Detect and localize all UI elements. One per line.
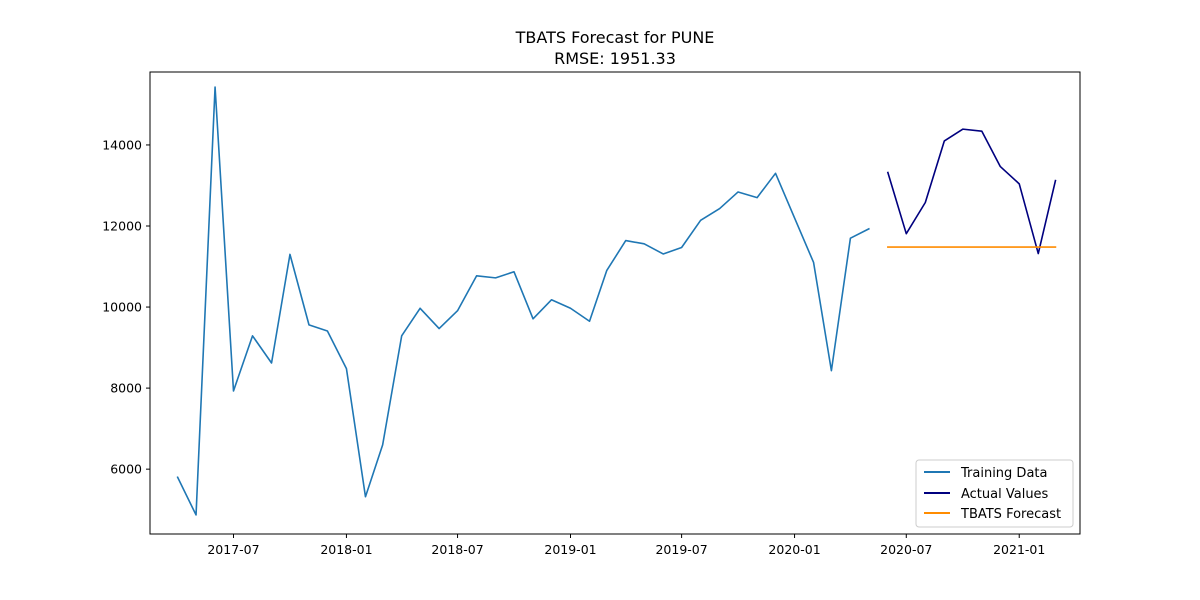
y-tick-label: 12000 <box>102 219 142 234</box>
series-layer <box>176 86 1057 516</box>
y-tick-label: 6000 <box>110 462 142 477</box>
legend-box <box>915 459 1074 528</box>
y-tick-label: 8000 <box>110 381 142 396</box>
y-tick-label: 10000 <box>102 300 142 315</box>
plot-area-frame <box>149 71 1081 535</box>
x-tick-label: 2018-07 <box>431 542 483 557</box>
series-line-training <box>176 86 870 516</box>
x-tick-label: 2018-01 <box>320 542 372 557</box>
x-axis: 2017-07 2018-01 2018-07 2019-01 2019-07 2020-… <box>207 534 1045 557</box>
x-tick-label: 2020-07 <box>880 542 932 557</box>
legend-label-forecast: TBATS Forecast <box>960 507 1061 522</box>
x-tick-label: 2020-01 <box>768 542 820 557</box>
chart-subtitle: RMSE: 1951.33 <box>554 49 676 68</box>
x-tick-label: 2019-07 <box>655 542 707 557</box>
y-tick-label: 14000 <box>102 137 142 152</box>
x-tick-label: 2021-01 <box>993 542 1045 557</box>
legend: Training Data Actual Values TBATS Foreca… <box>915 459 1074 528</box>
chart-title: TBATS Forecast for PUNE <box>515 28 715 47</box>
legend-label-actual: Actual Values <box>961 487 1049 502</box>
x-tick-label: 2019-01 <box>544 542 596 557</box>
legend-label-training: Training Data <box>960 466 1047 481</box>
x-tick-label: 2017-07 <box>207 542 259 557</box>
series-line-actual <box>886 128 1057 255</box>
y-axis: 6000 8000 10000 12000 14000 <box>102 137 150 477</box>
